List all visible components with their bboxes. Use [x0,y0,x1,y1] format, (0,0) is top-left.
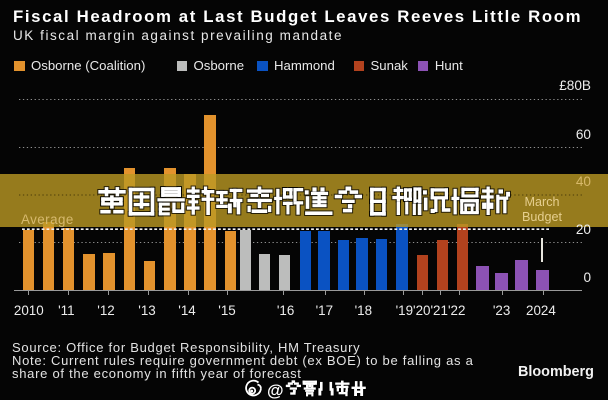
svg-text:@: @ [267,381,284,400]
